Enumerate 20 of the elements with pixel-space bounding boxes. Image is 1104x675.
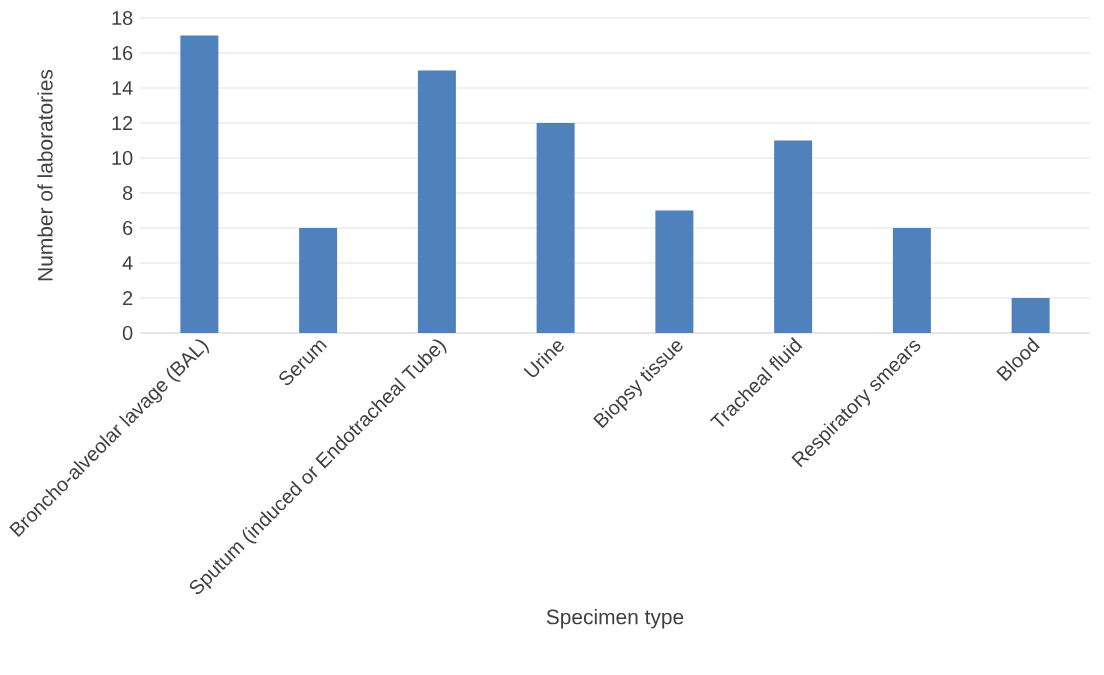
y-tick-label: 4 bbox=[122, 256, 133, 270]
y-tick-label: 8 bbox=[122, 185, 133, 201]
y-axis-title: Number of laboratories bbox=[37, 69, 53, 281]
bar bbox=[180, 35, 219, 333]
bar bbox=[774, 140, 813, 333]
x-axis-title: Specimen type bbox=[546, 608, 684, 629]
y-tick-label: 16 bbox=[112, 45, 133, 61]
y-tick-label: 2 bbox=[123, 291, 133, 305]
y-tick-label: 14 bbox=[112, 81, 133, 95]
bar bbox=[536, 122, 575, 333]
y-tick-label: 0 bbox=[122, 325, 133, 341]
bar bbox=[655, 210, 694, 333]
y-tick-label: 6 bbox=[123, 220, 133, 236]
y-tick-label: 10 bbox=[112, 150, 133, 166]
y-tick-label: 12 bbox=[112, 116, 133, 130]
bar bbox=[417, 70, 456, 333]
bar bbox=[299, 227, 338, 333]
y-tick-label: 18 bbox=[112, 10, 133, 26]
bar bbox=[892, 227, 931, 333]
bar bbox=[1011, 297, 1050, 333]
